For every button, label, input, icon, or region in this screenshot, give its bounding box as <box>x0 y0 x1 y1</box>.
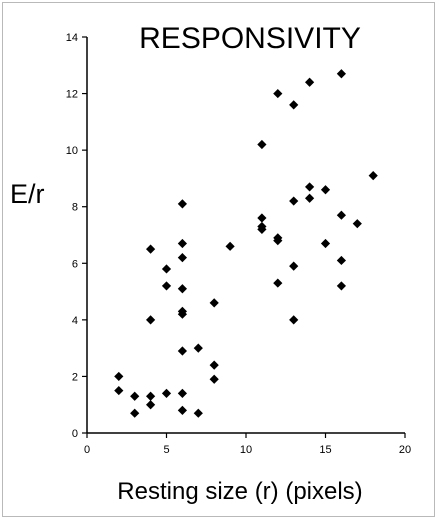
data-point <box>368 171 378 181</box>
data-point <box>146 400 156 410</box>
data-point <box>209 374 219 384</box>
data-point <box>336 210 346 220</box>
y-tick-label: 10 <box>66 145 78 157</box>
data-point <box>209 298 219 308</box>
data-point <box>177 346 187 356</box>
data-point <box>193 343 203 353</box>
data-point <box>114 385 124 396</box>
data-point <box>257 224 267 234</box>
x-tick-label: 0 <box>84 444 90 456</box>
data-point <box>177 284 187 294</box>
data-point <box>273 236 283 246</box>
y-axis-label: E/r <box>10 179 45 209</box>
y-tick-label: 8 <box>72 202 78 214</box>
data-point <box>177 309 187 319</box>
data-point <box>273 278 283 288</box>
y-tick-label: 6 <box>72 258 78 270</box>
data-point <box>257 139 267 150</box>
data-point <box>193 408 203 418</box>
data-point <box>177 238 187 249</box>
data-point <box>305 193 315 203</box>
data-point <box>352 219 362 229</box>
data-point <box>114 371 124 382</box>
x-tick-label: 15 <box>319 444 331 456</box>
y-tick-label: 12 <box>66 89 78 101</box>
data-point <box>161 264 172 274</box>
data-point <box>305 77 315 87</box>
data-point <box>177 253 187 263</box>
data-point <box>289 315 299 325</box>
data-point <box>257 213 267 223</box>
data-points <box>114 69 378 418</box>
data-point <box>289 196 299 206</box>
y-tick-label: 2 <box>72 371 78 383</box>
data-point <box>289 100 299 110</box>
data-point <box>161 281 172 291</box>
axis-ticks: 0 2 4 6 8 10 12 14 0 5 10 15 20 <box>66 32 411 456</box>
data-point <box>320 238 331 249</box>
data-point <box>336 281 346 291</box>
data-point <box>209 360 219 370</box>
data-point <box>225 241 235 251</box>
data-point <box>336 69 346 79</box>
data-point <box>305 182 315 192</box>
x-tick-label: 5 <box>163 444 169 456</box>
y-tick-label: 0 <box>72 428 78 440</box>
data-point <box>336 255 346 266</box>
y-tick-label: 14 <box>66 32 78 44</box>
data-point <box>289 261 299 271</box>
data-point <box>273 88 283 99</box>
x-axis-label: Resting size (r) (pixels) <box>117 478 362 505</box>
chart-title: RESPONSIVITY <box>139 22 361 55</box>
chart-frame <box>2 2 435 517</box>
y-tick-label: 4 <box>72 315 78 327</box>
x-tick-label: 20 <box>399 444 411 456</box>
data-point <box>161 388 172 398</box>
data-point <box>130 408 140 418</box>
data-point <box>320 185 331 195</box>
data-point <box>146 315 156 325</box>
x-tick-label: 10 <box>240 444 252 456</box>
data-point <box>177 199 187 209</box>
data-point <box>177 388 187 398</box>
data-point <box>146 391 156 401</box>
data-point <box>146 244 156 254</box>
data-point <box>177 405 187 415</box>
data-point <box>130 391 140 401</box>
